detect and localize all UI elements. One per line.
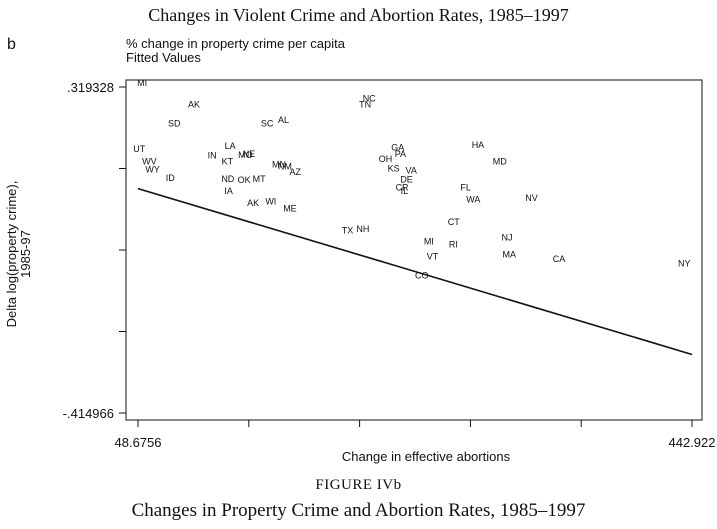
data-point-al: AL bbox=[278, 115, 289, 125]
data-point-oh: OH bbox=[379, 154, 393, 164]
legend-entry-fitted: Fitted Values bbox=[126, 50, 201, 65]
data-point-ri: RI bbox=[449, 239, 458, 249]
data-point-ct: CT bbox=[448, 217, 460, 227]
fitted-values-line bbox=[137, 187, 693, 356]
x-tick-label: 442.922 bbox=[669, 435, 716, 450]
y-axis-title: Delta log(property crime),1985-97 bbox=[4, 181, 33, 328]
data-point-id: ID bbox=[166, 173, 176, 183]
data-point-wi: WI bbox=[265, 196, 276, 206]
data-point-me: ME bbox=[283, 204, 297, 214]
y-tick-label: .319328 bbox=[67, 80, 114, 95]
data-point-ga: GA bbox=[391, 143, 404, 153]
data-point-tn: TN bbox=[359, 100, 371, 110]
data-point-kt: KT bbox=[222, 157, 234, 167]
data-point-nj: NJ bbox=[502, 232, 513, 242]
y-tick-label: -.414966 bbox=[63, 406, 114, 421]
data-point-ma: MA bbox=[503, 249, 517, 259]
data-point-il: IL bbox=[401, 186, 409, 196]
data-point-wv: WV bbox=[142, 157, 157, 167]
data-point-cr: CR bbox=[396, 183, 409, 193]
data-point-wa: WA bbox=[466, 195, 480, 205]
data-point-ut: UT bbox=[133, 144, 145, 154]
top-caption: Changes in Violent Crime and Abortion Ra… bbox=[148, 5, 569, 25]
data-point-ks: KS bbox=[388, 164, 400, 174]
data-point-nv: NV bbox=[525, 193, 538, 203]
data-point-ok: OK bbox=[238, 175, 251, 185]
y-axis-title-line-1: Delta log(property crime), bbox=[4, 181, 19, 328]
data-point-mi: MI bbox=[137, 78, 147, 88]
data-point-fl: FL bbox=[460, 182, 471, 192]
data-point-ia: IA bbox=[224, 186, 233, 196]
data-point-nc: NC bbox=[363, 93, 376, 103]
data-point-va: VA bbox=[406, 166, 417, 176]
data-point-ny: NY bbox=[678, 258, 691, 268]
data-point-ca: CA bbox=[553, 254, 566, 264]
data-point-sd: SD bbox=[168, 119, 181, 129]
y-axis-title-line-2: 1985-97 bbox=[18, 230, 33, 278]
panel-letter: b bbox=[7, 36, 16, 53]
data-point-in: IN bbox=[208, 150, 217, 160]
data-point-mo: MO bbox=[238, 150, 253, 160]
data-point-nh: NH bbox=[356, 224, 369, 234]
plot-frame bbox=[125, 79, 703, 421]
data-point-pa: PA bbox=[395, 149, 406, 159]
legend-entry-series: % change in property crime per capita bbox=[126, 36, 345, 51]
data-point-ne: NE bbox=[243, 149, 256, 159]
data-point-wy: WY bbox=[145, 164, 160, 174]
data-point-ha: HA bbox=[472, 140, 485, 150]
data-point-az: AZ bbox=[290, 167, 302, 177]
data-point-vt: VT bbox=[427, 251, 439, 261]
figure-label: FIGURE IVb bbox=[315, 477, 402, 493]
x-axis-title: Change in effective abortions bbox=[342, 449, 511, 464]
data-point-sc: SC bbox=[261, 118, 274, 128]
bottom-caption: Changes in Property Crime and Abortion R… bbox=[131, 500, 586, 521]
chart-legend: % change in property crime per capita Fi… bbox=[126, 37, 345, 65]
data-point-co: CO bbox=[415, 271, 429, 281]
data-point-md: MD bbox=[493, 157, 507, 167]
data-point-ak: AK bbox=[188, 100, 200, 110]
data-point-mi: MI bbox=[424, 237, 434, 247]
data-point-tx: TX bbox=[342, 226, 354, 236]
data-point-mt: MT bbox=[253, 174, 266, 184]
data-point-la: LA bbox=[225, 141, 236, 151]
data-point-nm: NM bbox=[278, 162, 292, 172]
data-point-ak: AK bbox=[247, 198, 259, 208]
data-point-nd: ND bbox=[221, 174, 234, 184]
data-point-de: DE bbox=[400, 175, 413, 185]
x-tick-label: 48.6756 bbox=[115, 435, 162, 450]
data-point-mn: MN bbox=[272, 159, 286, 169]
